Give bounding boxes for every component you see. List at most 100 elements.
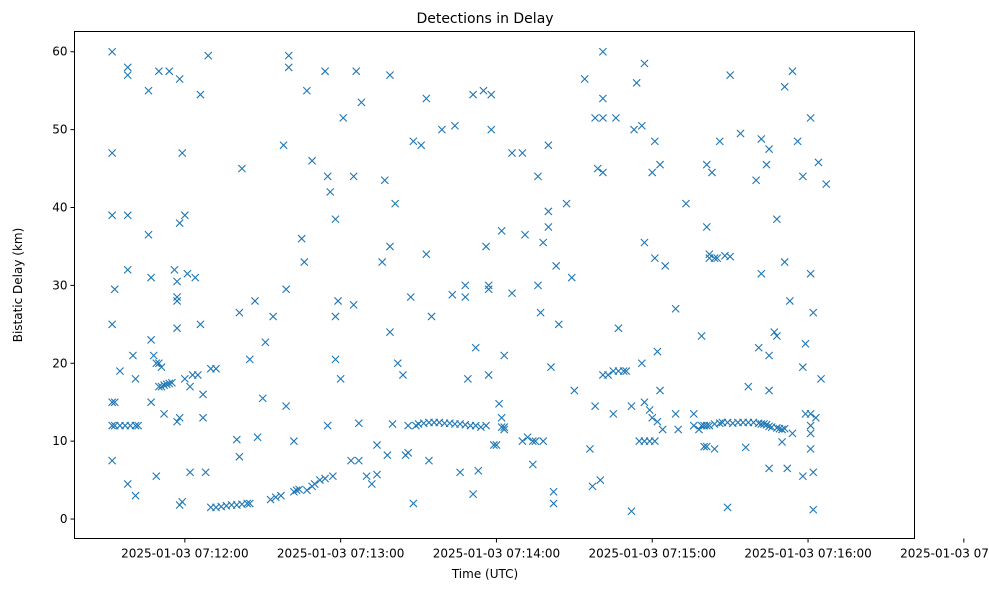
detection-point [783, 464, 792, 473]
detection-point [759, 420, 768, 429]
detection-point [640, 59, 649, 68]
detection-point [549, 487, 558, 496]
detection-point [167, 378, 176, 387]
detection-point [108, 421, 117, 430]
detection-point [292, 486, 301, 495]
detection-point [598, 113, 607, 122]
detection-point [456, 468, 465, 477]
detection-point [170, 265, 179, 274]
chart-title: Detections in Delay [416, 11, 553, 27]
detection-point [801, 339, 810, 348]
detection-point [373, 441, 381, 450]
detection-point [705, 421, 714, 430]
detection-point [806, 421, 815, 430]
x-tick-label: 2025-01-03 07:12:00 [121, 547, 248, 561]
detection-point [108, 47, 117, 56]
detection-point [108, 456, 117, 465]
detection-point [131, 421, 140, 430]
points-layer [108, 47, 831, 516]
detection-point [765, 386, 774, 395]
detection-point [492, 441, 501, 450]
detection-point [315, 476, 324, 485]
detection-point [715, 419, 724, 428]
detection-point [697, 332, 706, 341]
detection-point [710, 254, 719, 263]
detection-point [385, 242, 394, 251]
x-tick-label: 2025-01-03 07:16:00 [744, 547, 871, 561]
detection-point [809, 468, 818, 477]
detection-point [788, 429, 797, 438]
detection-point [671, 409, 680, 418]
detection-point [149, 351, 158, 360]
detection-point [544, 222, 553, 231]
detection-point [798, 472, 807, 481]
detection-point [279, 141, 288, 150]
detection-point [154, 359, 163, 368]
detection-point [544, 207, 553, 216]
detection-point [757, 134, 766, 143]
detection-point [656, 160, 665, 169]
x-tick-label: 2025-01-03 07:15:00 [589, 547, 716, 561]
detection-point [173, 293, 182, 302]
detection-point [300, 258, 309, 267]
detection-point [357, 98, 366, 107]
detection-point [788, 67, 797, 76]
detection-point [383, 451, 392, 460]
detection-point [347, 456, 356, 465]
x-tick-label: 2025-01-03 07:17:00 [900, 547, 989, 561]
detection-point [131, 374, 140, 383]
detection-point [404, 421, 413, 430]
detection-point [250, 296, 259, 305]
detection-point [180, 374, 189, 383]
detection-point [310, 479, 319, 488]
detection-point [367, 479, 376, 488]
detection-point [409, 499, 418, 508]
detection-point [147, 335, 156, 344]
detection-point [552, 261, 561, 270]
detection-point [378, 258, 387, 267]
detection-point [780, 258, 789, 267]
detection-point [627, 402, 636, 411]
detection-point [650, 437, 659, 446]
detection-point [289, 437, 298, 446]
detection-point [404, 448, 413, 457]
detection-point [302, 86, 311, 95]
detection-point [765, 464, 774, 473]
detection-point [518, 437, 527, 446]
detection-point [707, 168, 716, 177]
detection-point [765, 351, 774, 360]
x-axis-label: Time (UTC) [451, 567, 518, 581]
detection-point [178, 149, 187, 157]
detection-point [752, 176, 761, 185]
detection-point [147, 398, 156, 407]
detection-point [554, 320, 563, 329]
detection-point [284, 63, 293, 72]
detection-point [461, 281, 470, 290]
detection-point [417, 141, 426, 150]
y-axis-label: Bistatic Delay (km) [11, 228, 25, 343]
detection-point [152, 359, 161, 368]
detection-point [650, 254, 659, 263]
detection-point [604, 370, 613, 379]
detection-point [165, 379, 174, 388]
detection-point [562, 199, 571, 208]
detection-point [323, 421, 332, 430]
detection-point [422, 250, 431, 259]
detection-point [780, 82, 789, 91]
detection-point [487, 125, 496, 134]
detection-point [196, 320, 205, 329]
detection-point [253, 433, 262, 442]
detection-point [160, 381, 169, 390]
detection-point [123, 63, 132, 72]
detection-point [598, 168, 607, 177]
detection-point [765, 422, 774, 431]
ticks-layer: 2025-01-03 07:12:00 2025-01-03 07:13:00 20… [52, 45, 989, 561]
detection-point [173, 296, 182, 305]
detection-point [539, 437, 548, 446]
detection-point [648, 168, 657, 177]
detection-point [380, 176, 389, 185]
detection-point [544, 141, 553, 150]
detection-point [123, 211, 132, 220]
detection-point [258, 394, 267, 403]
detection-point [302, 486, 311, 495]
